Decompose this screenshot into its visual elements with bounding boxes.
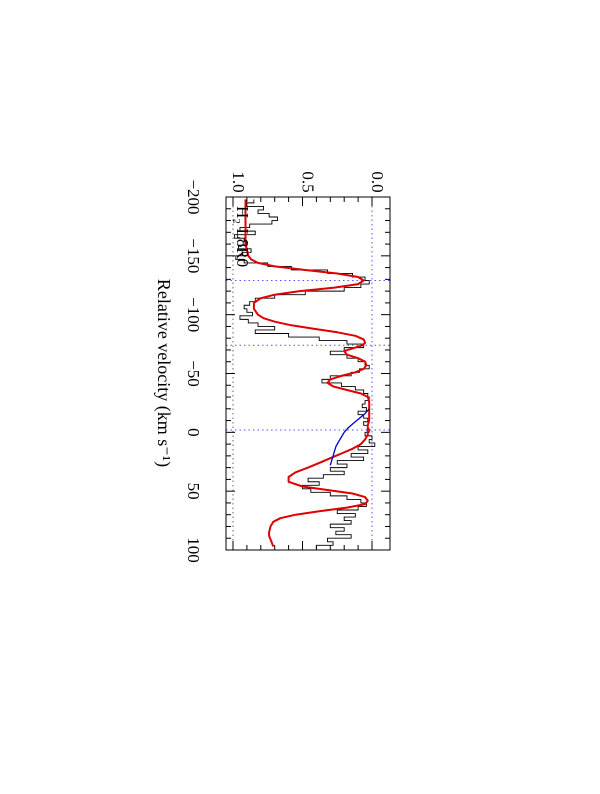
component-fit-line	[329, 408, 370, 466]
data-spectrum-step	[233, 199, 376, 549]
flux-tick-label: 1.0	[229, 171, 248, 192]
flux-tick-label: 0.0	[368, 171, 387, 192]
velocity-tick-label: −50	[184, 360, 203, 387]
velocity-tick-label: 0	[184, 428, 203, 437]
velocity-tick-label: −150	[184, 238, 203, 273]
flux-tick-label: 0.5	[299, 171, 318, 192]
velocity-tick-label: 50	[184, 483, 203, 500]
x-axis-label: Relative velocity (km s⁻¹)	[153, 279, 174, 467]
velocity-tick-label: −200	[184, 179, 203, 214]
line-annotation: H₂ L8R0	[233, 206, 252, 267]
velocity-tick-label: −100	[184, 297, 203, 332]
model-fit-line	[244, 199, 371, 547]
tick-layer: −200 −150 −100 −50 0 50 100 0.0 0.5 1.0	[184, 171, 390, 563]
velocity-tick-label: 100	[184, 537, 203, 563]
